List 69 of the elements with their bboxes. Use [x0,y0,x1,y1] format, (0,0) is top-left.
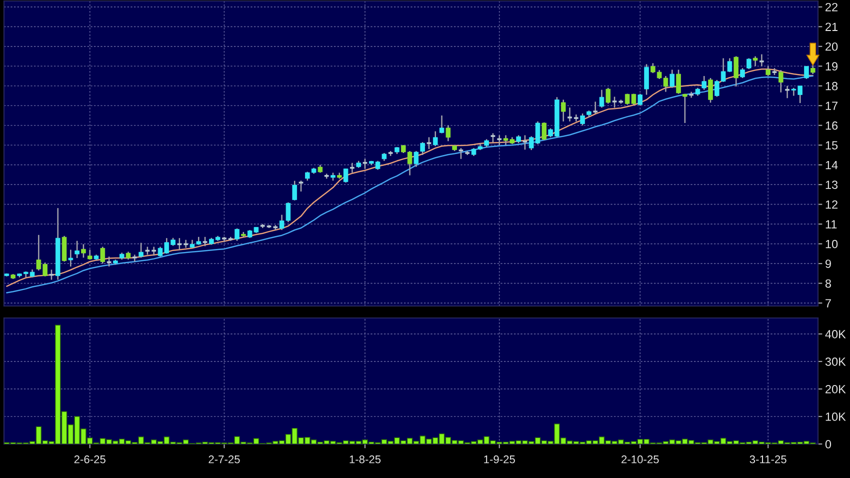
candlestick [611,96,618,108]
candlestick [804,66,809,80]
x-tick-label: 3-11-25 [750,455,786,464]
candlestick [740,67,745,79]
candlestick [439,114,444,134]
candlestick [490,132,496,144]
y-tick-label: 40K [825,330,846,338]
x-tick-label: 2-6-25 [74,455,106,464]
y-tick-label: 7 [826,299,831,308]
y-tick-label: 9 [826,260,831,268]
candlestick [580,112,585,126]
y-tick-label: 8 [825,279,831,288]
candlestick [638,93,643,106]
y-tick-label: 13 [826,180,838,189]
y-tick-label: 30K [825,358,846,366]
y-tick-label: 19 [826,62,838,71]
candlestick [432,130,438,147]
y-tick-label: 21 [826,22,838,31]
candlestick [446,124,451,142]
candlestick [708,77,713,104]
candlestick [426,136,432,150]
y-tick-label: 22 [826,2,838,12]
candlestick [292,180,297,202]
candlestick [81,244,86,258]
candlestick [202,236,208,247]
x-tick-label: 2-7-25 [208,455,240,464]
candlestick [343,168,348,184]
y-tick-label: 17 [826,102,838,110]
candlestick [68,249,74,268]
x-tick-label: 1-9-25 [484,455,515,464]
candlestick [746,58,752,70]
candlestick [362,158,368,170]
x-tick-label: 2-10-25 [622,455,659,464]
candlestick [458,147,464,160]
candlestick [100,246,106,264]
candlestick [234,228,240,242]
candlestick [542,122,547,141]
candlestick [62,235,67,262]
y-tick-label: 20 [826,42,838,51]
candlestick [566,106,573,122]
y-tick-label: 10K [826,412,846,421]
candlestick [734,56,738,88]
y-tick-label: 12 [826,200,838,209]
candlestick [682,93,688,124]
y-tick-label: 0 [825,440,832,448]
candlestick [670,69,675,88]
candlestick [758,54,765,67]
y-tick-label: 18 [826,82,838,90]
candlestick [752,56,758,67]
candlestick [606,87,611,104]
candlestick [676,69,681,94]
candlestick [592,101,598,114]
candlestick [298,180,304,192]
y-tick-label: 15 [826,141,838,150]
candlestick [778,69,784,94]
candlestick [599,89,604,108]
y-tick-label: 10 [826,240,838,248]
y-tick-label: 16 [826,121,838,130]
candlestick [644,64,649,96]
y-tick-label: 14 [826,161,838,170]
candlestick [522,134,528,150]
y-tick-label: 11 [826,220,837,228]
candlestick [560,99,566,122]
y-tick-label: 20K [826,385,846,394]
candlestick [138,242,144,258]
candlestick [74,240,80,259]
candlestick [702,75,706,90]
x-tick-label: 1-8-25 [350,455,381,464]
candlestick [766,66,770,77]
